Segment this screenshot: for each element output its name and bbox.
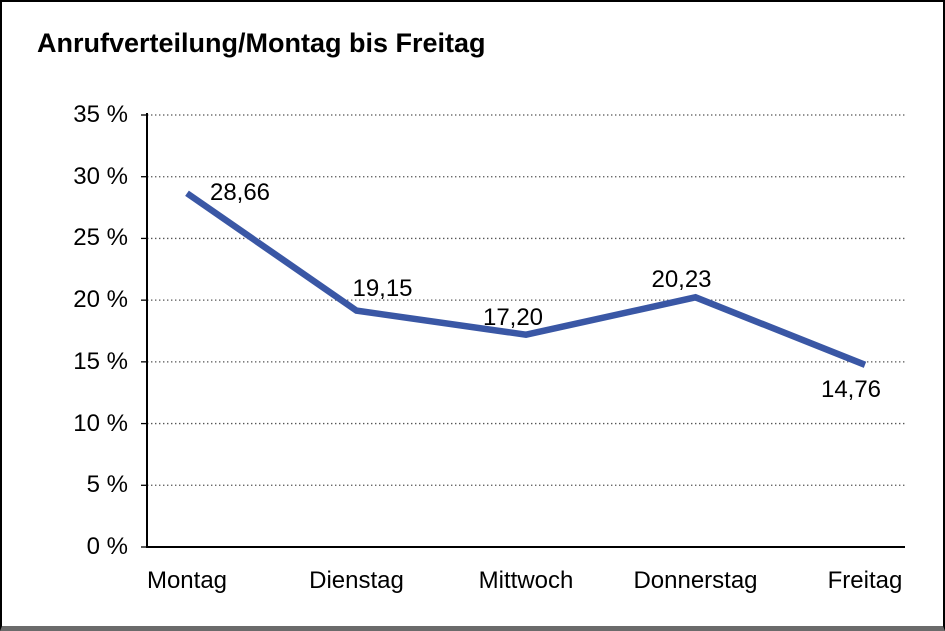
data-point-label: 14,76 [820, 375, 882, 403]
y-tick-label: 25 % [73, 224, 128, 252]
data-series-line [185, 190, 867, 368]
y-tick-label: 35 % [73, 101, 128, 128]
data-point-label: 19,15 [352, 274, 413, 302]
y-tick-label: 15 % [73, 347, 128, 375]
x-category-label: Freitag [827, 567, 903, 594]
y-tick-label: 20 % [73, 286, 128, 314]
x-category-label: Mittwoch [478, 567, 574, 594]
y-tick-label: 10 % [73, 409, 128, 437]
y-tick-label: 5 % [86, 471, 128, 499]
x-category-label: Donnerstag [633, 567, 758, 594]
y-tick-label: 0 % [86, 533, 128, 560]
data-point-label: 28,66 [209, 179, 271, 207]
data-point-label: 20,23 [651, 266, 712, 294]
x-category-label: Montag [146, 567, 228, 594]
chart-title: Anrufverteilung/Montag bis Freitag [37, 28, 486, 58]
y-tick-label: 30 % [73, 162, 128, 190]
data-point-label: 17,20 [482, 303, 544, 331]
x-category-label: Dienstag [309, 567, 404, 594]
